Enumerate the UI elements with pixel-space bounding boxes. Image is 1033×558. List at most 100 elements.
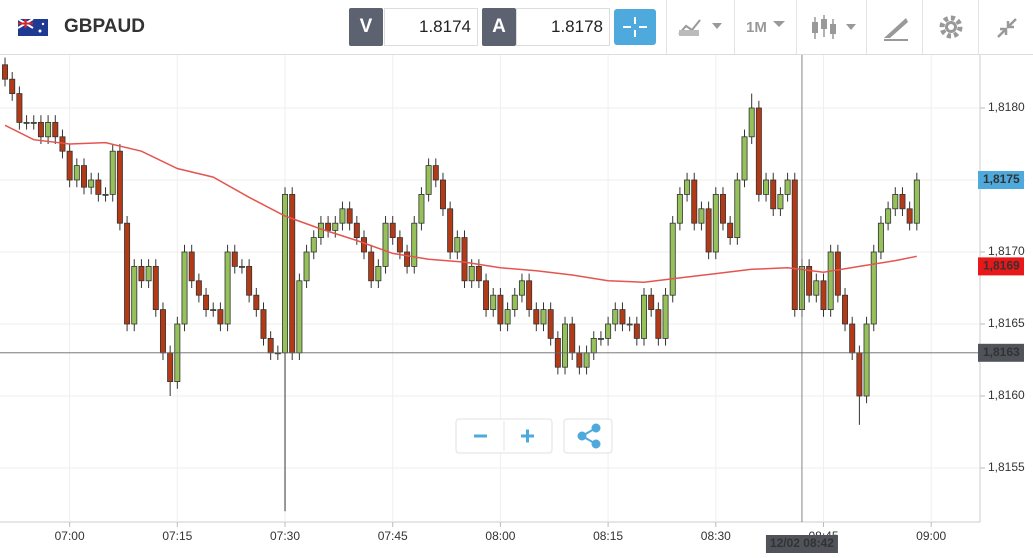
candle-body	[95, 179, 102, 195]
candle-body	[734, 179, 741, 238]
candle-body	[81, 165, 87, 188]
candle-body	[626, 323, 633, 326]
candle-body	[813, 280, 820, 296]
candle-body	[159, 309, 166, 354]
chart-type-button[interactable]	[676, 14, 726, 40]
candle-body	[791, 179, 798, 310]
candle-body	[619, 309, 626, 325]
candle-body	[30, 121, 37, 124]
candle-body	[684, 179, 691, 195]
candle-body	[892, 193, 899, 210]
candle-body	[432, 165, 439, 181]
moving-average-line	[4, 124, 917, 283]
x-tick-label: 09:00	[916, 529, 946, 543]
candle-body	[109, 150, 116, 195]
candle-body	[404, 251, 411, 267]
candle-body	[583, 352, 590, 368]
candle-body	[597, 337, 604, 340]
candle-body	[648, 294, 655, 310]
zoom-in[interactable]	[521, 429, 534, 443]
candle-body	[116, 150, 123, 224]
candle-body	[332, 222, 339, 231]
share-button[interactable]	[577, 423, 601, 449]
candle-body	[454, 237, 461, 253]
candle-body	[885, 208, 892, 224]
candle-body	[447, 208, 454, 253]
candle-body	[669, 222, 676, 296]
candle-body	[23, 121, 30, 124]
candle-body	[518, 280, 525, 296]
candle-body	[741, 136, 748, 181]
candle-body	[540, 309, 547, 325]
ask-label[interactable]: A	[482, 8, 516, 46]
x-tick-label: 07:45	[378, 529, 408, 543]
candle-body	[849, 323, 856, 354]
candle-body	[569, 323, 576, 354]
candle-body	[576, 352, 583, 368]
candle-body	[490, 294, 497, 310]
timeframe-button[interactable]: 1M	[746, 19, 767, 36]
candle-body	[418, 193, 425, 224]
candle-body	[641, 294, 647, 339]
candle-body	[719, 193, 726, 224]
candle-body	[763, 179, 770, 195]
candle-body	[138, 265, 145, 282]
bid-label[interactable]: V	[349, 8, 383, 46]
candle-body	[777, 193, 784, 210]
candle-body	[389, 222, 396, 238]
candle-body	[88, 179, 95, 188]
candle-body	[260, 309, 267, 339]
candle-body	[325, 222, 332, 231]
candle-body	[152, 265, 159, 310]
candle-body	[439, 179, 446, 210]
candle-body	[203, 294, 210, 310]
candle-body	[612, 309, 619, 325]
toolbar: GBPAUD V 1.8174 A 1.8178 1M	[0, 0, 1033, 55]
candle-body	[231, 251, 238, 267]
crosshair-button[interactable]	[614, 9, 656, 45]
candle-body	[37, 121, 44, 138]
draw-button[interactable]	[882, 14, 910, 42]
candle-body	[353, 222, 360, 238]
candle-type-button[interactable]	[810, 13, 860, 43]
x-tick-label: 07:15	[162, 529, 192, 543]
candle-body	[906, 208, 913, 224]
price-tag	[978, 343, 1024, 362]
candle-body	[181, 251, 188, 325]
candle-body	[382, 222, 389, 267]
candle-body	[246, 265, 253, 296]
candle-body	[339, 208, 346, 224]
price-tag	[978, 257, 1024, 276]
candle-body	[102, 193, 109, 196]
candle-body	[346, 208, 353, 224]
y-tick-label: 1,8165	[988, 316, 1025, 330]
x-tick-label: 08:00	[485, 529, 515, 543]
candle-body	[52, 121, 59, 138]
candle-body	[511, 294, 518, 310]
x-tick-label: 08:30	[701, 529, 731, 543]
candle-body	[224, 251, 231, 325]
candle-body	[396, 237, 403, 253]
candle-body	[73, 165, 80, 181]
candle-body	[605, 323, 612, 339]
candle-body	[806, 265, 813, 296]
bid-price[interactable]: 1.8174	[384, 8, 478, 46]
candle-body	[877, 222, 884, 253]
ask-price[interactable]: 1.8178	[516, 8, 610, 46]
candle-body	[562, 323, 569, 368]
candle-body	[296, 280, 303, 354]
symbol[interactable]: GBPAUD	[64, 16, 145, 37]
x-tick-label: 07:00	[55, 529, 85, 543]
candle-body	[870, 251, 877, 325]
candle-body	[662, 294, 669, 339]
candle-body	[691, 179, 698, 224]
candle-body	[899, 193, 906, 210]
candle-body	[375, 265, 382, 282]
candle-body	[827, 251, 834, 310]
candle-body	[66, 150, 73, 181]
candle-body	[770, 179, 777, 210]
candle-body	[188, 251, 195, 282]
settings-button[interactable]	[937, 13, 965, 41]
collapse-button[interactable]	[994, 15, 1020, 41]
